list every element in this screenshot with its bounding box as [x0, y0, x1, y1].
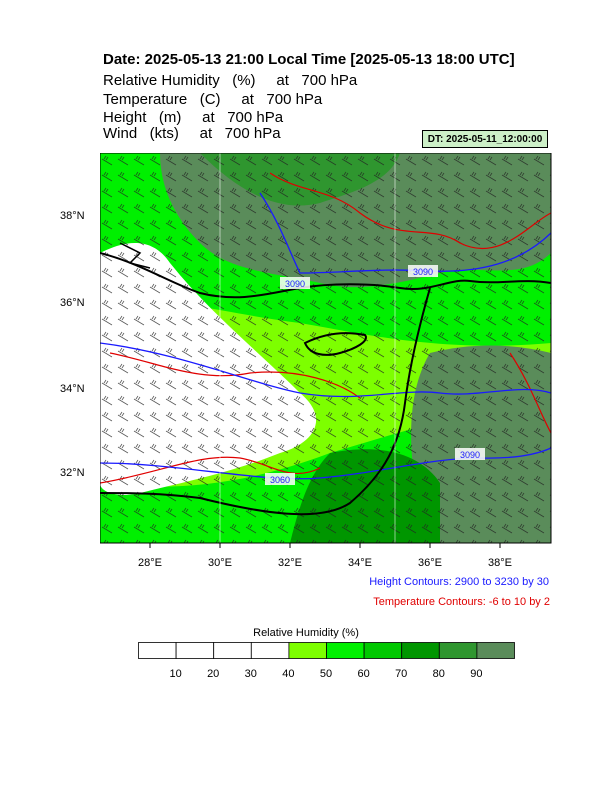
lon-labels: 28°E 30°E 32°E 34°E 36°E 38°E	[138, 557, 512, 569]
colorbar-label: 50	[319, 668, 333, 680]
colorbar-segment	[250, 642, 290, 659]
legend-title: Relative Humidity (%)	[253, 627, 359, 639]
colorbar-label: 10	[169, 668, 182, 680]
height-contour	[259, 192, 551, 274]
lat-label: 34°N	[60, 383, 85, 395]
contour-label: 3090	[280, 277, 310, 289]
subtitle-wind: Wind (kts) at 700 hPa	[103, 125, 281, 142]
colorbar-label: 40	[282, 668, 295, 680]
colorbar-segment	[438, 642, 478, 659]
lon-axis	[149, 543, 501, 548]
colorbar-segment	[476, 642, 515, 659]
height-contour	[100, 447, 551, 480]
coastline-levant-egypt	[100, 287, 431, 516]
subtitle-height: Height (m) at 700 hPa	[103, 109, 284, 126]
lon-label: 28°E	[138, 557, 162, 569]
temp-contour	[100, 456, 321, 484]
colorbar-label: 60	[357, 668, 370, 680]
colorbar-segment	[213, 642, 252, 659]
map-title: Date: 2025-05-13 21:00 Local Time [2025-…	[103, 51, 515, 68]
lat-label: 38°N	[60, 210, 85, 222]
temperature-contour-note: Temperature Contours: -6 to 10 by 2	[373, 596, 550, 608]
svg-text:3090: 3090	[413, 267, 433, 277]
contour-label: 3090	[455, 448, 485, 460]
lon-label: 34°E	[348, 557, 372, 569]
lon-label: 32°E	[278, 557, 302, 569]
svg-text:3090: 3090	[285, 279, 305, 289]
colorbar-label: 90	[470, 668, 483, 680]
wind-barbs	[100, 153, 551, 543]
rh-colorbar	[138, 642, 515, 659]
temp-contour	[269, 172, 551, 250]
dt-badge: DT: 2025-05-11_12:00:00	[422, 130, 548, 148]
plot-frame	[100, 153, 552, 544]
cyprus-outline	[303, 332, 367, 356]
subtitle-temp: Temperature (C) at 700 hPa	[103, 91, 323, 108]
weather-map: 3090 3090 3090 3060 28°E	[100, 153, 552, 569]
colorbar-segment	[288, 642, 327, 659]
coastline-turkey	[100, 252, 551, 299]
colorbar-segment	[175, 642, 215, 659]
height-contour	[100, 342, 551, 398]
colorbar-segment	[401, 642, 440, 659]
colorbar-segment	[138, 642, 177, 659]
temp-contour	[109, 352, 361, 399]
height-contour-note: Height Contours: 2900 to 3230 by 30	[369, 576, 549, 588]
lat-label: 36°N	[60, 297, 85, 309]
svg-text:3090: 3090	[460, 450, 480, 460]
colorbar-segment	[326, 642, 365, 659]
colorbar-segment	[363, 642, 403, 659]
lon-label: 38°E	[488, 557, 512, 569]
coastline-aegean	[119, 242, 151, 269]
svg-text:3060: 3060	[270, 475, 290, 485]
colorbar-label: 30	[244, 668, 257, 680]
temp-contour	[509, 352, 551, 434]
lat-label: 32°N	[60, 467, 85, 479]
contour-label: 3060	[265, 473, 295, 485]
lon-label: 30°E	[208, 557, 232, 569]
contour-label: 3090	[408, 265, 438, 277]
colorbar-label: 80	[432, 668, 445, 680]
subtitle-rh: Relative Humidity (%) at 700 hPa	[103, 72, 358, 89]
colorbar-label: 20	[207, 668, 220, 680]
colorbar-label: 70	[395, 668, 408, 680]
lon-label: 36°E	[418, 557, 442, 569]
